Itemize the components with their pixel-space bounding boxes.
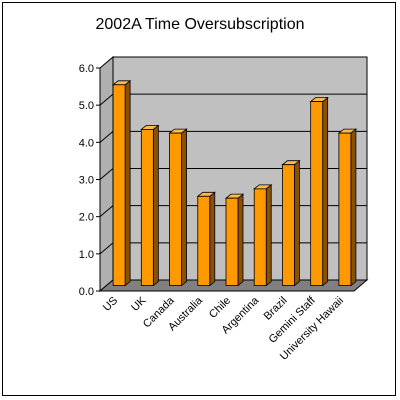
- bar-side: [322, 96, 329, 287]
- bar-front: [310, 101, 324, 286]
- bar-chile: [224, 193, 245, 287]
- bar-canada: [168, 128, 188, 287]
- bar-front: [253, 188, 267, 286]
- bar-australia: [196, 191, 216, 287]
- bar-side: [209, 191, 216, 287]
- chart-title: 2002A Time Oversubscription: [95, 16, 305, 33]
- bar-side: [124, 79, 131, 287]
- bar-side: [350, 128, 357, 287]
- x-tick-label: UK: [129, 294, 149, 314]
- bar-argentina: [253, 184, 273, 287]
- gridline-side: [99, 205, 114, 218]
- bar-front: [169, 132, 182, 286]
- y-tick-label: 5.0: [79, 100, 94, 112]
- gridline-side: [99, 93, 114, 106]
- bar-front: [197, 195, 211, 286]
- y-tick-label: 1.0: [79, 249, 94, 261]
- bar-front: [282, 164, 295, 286]
- bars: [111, 79, 358, 287]
- bar-side: [265, 184, 272, 287]
- gridline-side: [99, 168, 114, 180]
- bar-brazil: [281, 159, 301, 287]
- y-tick-label: 6.0: [79, 63, 94, 75]
- bar-university-hawaii: [337, 128, 358, 287]
- x-tick-label: US: [101, 295, 120, 314]
- bar-side: [152, 124, 159, 287]
- y-tick-label: 2.0: [79, 212, 94, 224]
- y-axis-ticks: 0.0 1.0 2.0 3.0 4.0 5.0 6.0: [79, 63, 100, 298]
- gridline-side: [99, 130, 114, 143]
- bar-us: [111, 79, 132, 287]
- bar-front: [112, 84, 126, 286]
- bar-side: [237, 193, 244, 287]
- y-tick-label: 4.0: [79, 137, 94, 149]
- bar-side: [294, 159, 300, 287]
- y-tick-label: 3.0: [79, 175, 94, 187]
- gridline-side: [99, 242, 114, 255]
- bar-gemini-staff: [309, 96, 329, 287]
- bar-front: [338, 132, 352, 286]
- bar-side: [181, 128, 187, 287]
- bar-front: [225, 197, 239, 286]
- bar-uk: [140, 124, 160, 287]
- bar-front: [140, 128, 154, 286]
- y-tick-label: 0.0: [79, 286, 94, 298]
